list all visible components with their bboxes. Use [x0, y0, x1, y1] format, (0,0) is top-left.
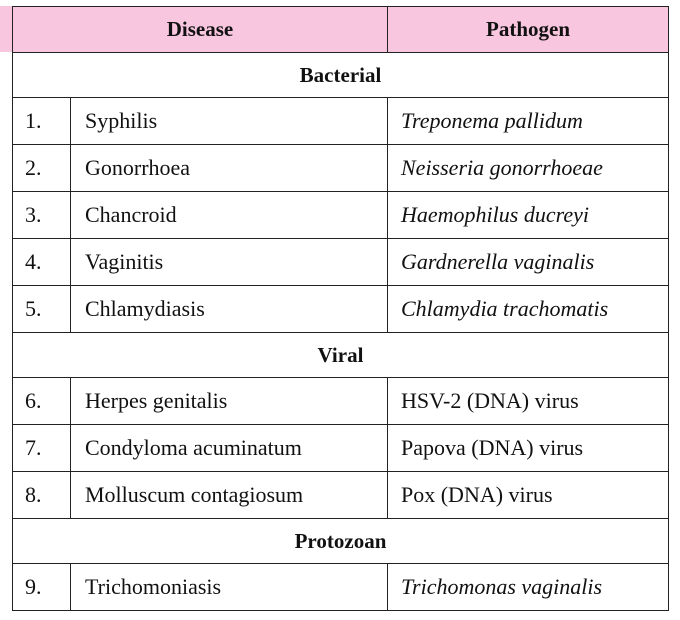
section-row-bacterial: Bacterial [12, 52, 669, 98]
section-row-protozoan: Protozoan [12, 518, 669, 564]
disease-name: Chlamydiasis [70, 285, 388, 333]
section-title: Bacterial [12, 52, 669, 98]
section-title: Viral [12, 332, 669, 378]
row-number: 5. [12, 285, 71, 333]
disease-name: Vaginitis [70, 238, 388, 286]
table-body: Bacterial 1. Syphilis Treponema pallidum 2. G… [12, 52, 669, 611]
pathogen-name: Haemophilus ducreyi [387, 191, 669, 239]
row-number: 9. [12, 563, 71, 611]
pathogen-name: HSV-2 (DNA) virus [387, 377, 669, 425]
row-number: 2. [12, 144, 71, 192]
row-number: 3. [12, 191, 71, 239]
row-number: 6. [12, 377, 71, 425]
pathogen-name: Pox (DNA) virus [387, 471, 669, 519]
table-row: 8. Molluscum contagiosum Pox (DNA) virus [12, 471, 669, 519]
row-number: 7. [12, 424, 71, 472]
pathogen-name: Chlamydia trachomatis [387, 285, 669, 333]
table-row: 2. Gonorrhoea Neisseria gonorrhoeae [12, 144, 669, 192]
disease-name: Molluscum contagiosum [70, 471, 388, 519]
pathogen-column-header: Pathogen [387, 6, 669, 53]
table-row: 7. Condyloma acuminatum Papova (DNA) virus [12, 424, 669, 472]
table-row: 1. Syphilis Treponema pallidum [12, 97, 669, 145]
disease-name: Condyloma acuminatum [70, 424, 388, 472]
section-title: Protozoan [12, 518, 669, 564]
pathogen-name: Papova (DNA) virus [387, 424, 669, 472]
row-number: 1. [12, 97, 71, 145]
disease-name: Gonorrhoea [70, 144, 388, 192]
disease-name: Syphilis [70, 97, 388, 145]
pathogen-name: Gardnerella vaginalis [387, 238, 669, 286]
table-row: 9. Trichomoniasis Trichomonas vaginalis [12, 563, 669, 611]
pathogen-name: Neisseria gonorrhoeae [387, 144, 669, 192]
table-row: 6. Herpes genitalis HSV-2 (DNA) virus [12, 377, 669, 425]
pathogen-name: Trichomonas vaginalis [387, 563, 669, 611]
row-number: 4. [12, 238, 71, 286]
section-row-viral: Viral [12, 332, 669, 378]
row-number: 8. [12, 471, 71, 519]
pathogen-name: Treponema pallidum [387, 97, 669, 145]
disease-name: Chancroid [70, 191, 388, 239]
table-row: 4. Vaginitis Gardnerella vaginalis [12, 238, 669, 286]
disease-column-header: Disease [12, 6, 388, 53]
disease-name: Trichomoniasis [70, 563, 388, 611]
disease-pathogen-table: Disease Pathogen Bacterial 1. Syphilis Trep… [12, 6, 669, 611]
table-row: 5. Chlamydiasis Chlamydia trachomatis [12, 285, 669, 333]
table-row: 3. Chancroid Haemophilus ducreyi [12, 191, 669, 239]
table-header-row: Disease Pathogen [12, 6, 669, 53]
disease-name: Herpes genitalis [70, 377, 388, 425]
